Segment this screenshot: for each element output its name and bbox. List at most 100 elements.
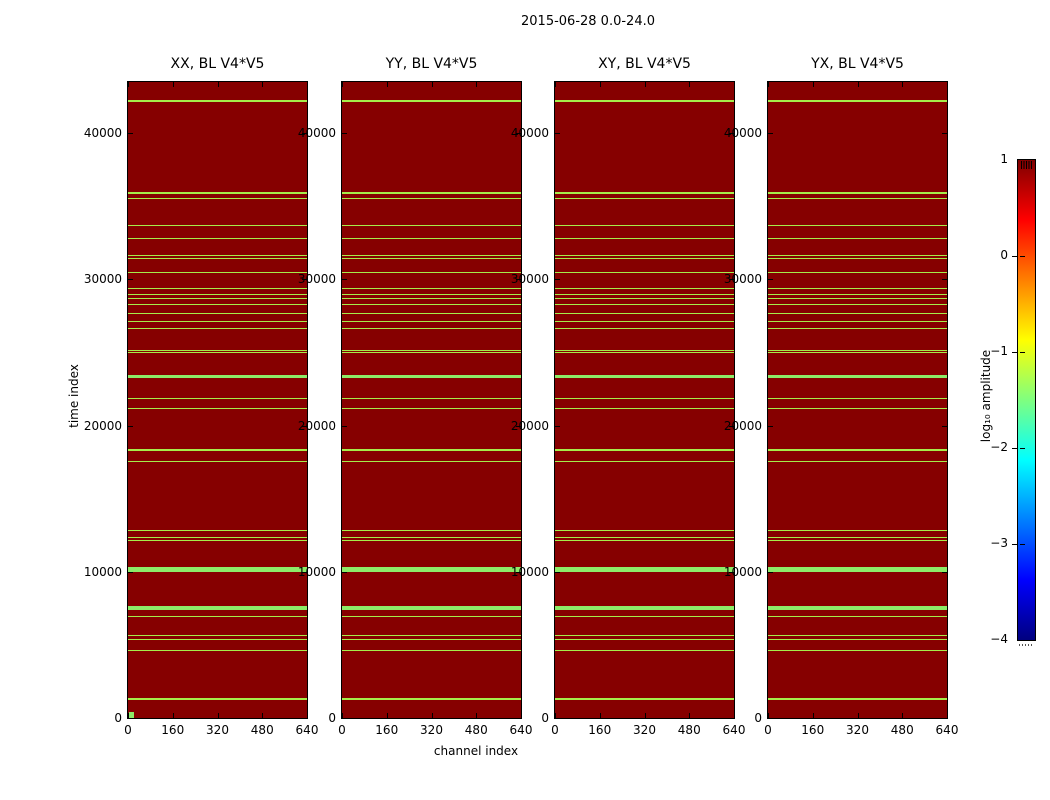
heatmap-plot bbox=[341, 81, 522, 719]
rfi-line bbox=[768, 237, 947, 239]
rfi-line bbox=[342, 312, 521, 314]
rfi-line bbox=[342, 198, 521, 200]
rfi-line bbox=[128, 407, 307, 409]
x-tick-mark bbox=[521, 82, 522, 87]
colorbar-tick-label: 1 bbox=[1000, 152, 1008, 166]
x-tick-label: 480 bbox=[677, 723, 701, 737]
y-tick-mark bbox=[942, 425, 947, 427]
colorbar-tick-mark bbox=[1020, 352, 1025, 353]
rfi-line bbox=[128, 635, 307, 637]
y-tick-mark bbox=[768, 718, 773, 719]
y-tick-label: 40000 bbox=[83, 126, 122, 141]
rfi-line bbox=[342, 349, 521, 351]
x-tick-label: 320 bbox=[633, 723, 656, 737]
x-tick-label: 0 bbox=[124, 723, 132, 737]
rfi-line bbox=[128, 449, 307, 452]
rfi-line bbox=[555, 320, 734, 322]
rfi-line bbox=[555, 287, 734, 289]
rfi-line bbox=[768, 650, 947, 652]
y-tick-mark bbox=[128, 571, 133, 573]
rfi-line bbox=[555, 271, 734, 273]
x-tick-mark bbox=[857, 713, 859, 718]
origin-marker bbox=[129, 712, 134, 718]
x-tick-mark bbox=[812, 82, 814, 87]
y-tick-mark bbox=[768, 279, 773, 281]
x-tick-mark bbox=[734, 82, 735, 87]
rfi-line bbox=[342, 407, 521, 409]
y-tick-mark bbox=[555, 718, 560, 719]
rfi-line bbox=[555, 303, 734, 305]
x-tick-mark bbox=[342, 82, 343, 87]
rfi-line bbox=[128, 192, 307, 195]
rfi-line bbox=[768, 566, 947, 572]
y-tick-mark bbox=[302, 571, 307, 573]
rfi-line bbox=[555, 192, 734, 195]
rfi-line bbox=[768, 536, 947, 538]
rfi-line bbox=[128, 237, 307, 239]
y-tick-mark bbox=[128, 425, 133, 427]
y-tick-label: 40000 bbox=[510, 126, 549, 141]
rfi-line bbox=[342, 237, 521, 239]
rfi-line bbox=[342, 639, 521, 641]
y-tick-mark bbox=[942, 718, 947, 719]
rfi-line bbox=[342, 257, 521, 259]
rfi-line bbox=[555, 449, 734, 452]
x-tick-label: 480 bbox=[890, 723, 914, 737]
y-tick-label: 10000 bbox=[723, 564, 762, 579]
rfi-line bbox=[555, 605, 734, 610]
rfi-line bbox=[342, 616, 521, 618]
rfi-line bbox=[768, 698, 947, 701]
x-tick-mark bbox=[262, 713, 264, 718]
rfi-line bbox=[342, 352, 521, 354]
x-tick-mark bbox=[386, 82, 388, 87]
y-tick-mark bbox=[942, 279, 947, 281]
x-tick-mark bbox=[555, 82, 556, 87]
colorbar-tick-mark bbox=[1012, 256, 1017, 257]
rfi-line bbox=[555, 650, 734, 652]
x-tick-label: 480 bbox=[464, 723, 488, 737]
x-tick-mark bbox=[902, 82, 904, 87]
colorbar-tick-mark bbox=[1012, 352, 1017, 353]
rfi-line bbox=[555, 297, 734, 299]
x-tick-mark bbox=[476, 82, 478, 87]
rfi-line bbox=[342, 254, 521, 256]
rfi-line bbox=[768, 312, 947, 314]
y-tick-mark bbox=[516, 571, 521, 573]
rfi-line bbox=[768, 303, 947, 305]
rfi-line bbox=[768, 375, 947, 379]
rfi-line bbox=[128, 639, 307, 641]
rfi-line bbox=[128, 287, 307, 289]
y-tick-mark bbox=[555, 425, 560, 427]
colorbar-tick-mark bbox=[1020, 256, 1025, 257]
x-tick-label: 160 bbox=[161, 723, 185, 737]
y-tick-mark bbox=[729, 279, 734, 281]
y-tick-mark bbox=[942, 133, 947, 135]
rfi-line bbox=[128, 566, 307, 572]
rfi-line bbox=[342, 297, 521, 299]
x-tick-mark bbox=[689, 713, 691, 718]
rfi-line bbox=[768, 605, 947, 610]
x-tick-mark bbox=[599, 713, 601, 718]
rfi-line bbox=[768, 198, 947, 200]
rfi-line bbox=[768, 540, 947, 542]
y-tick-mark bbox=[729, 571, 734, 573]
colorbar-tick-label: −4 bbox=[990, 632, 1008, 646]
heatmap-plot bbox=[127, 81, 308, 719]
x-tick-label: 640 bbox=[722, 723, 746, 737]
rfi-line bbox=[128, 225, 307, 227]
y-tick-mark bbox=[942, 571, 947, 573]
rfi-line bbox=[555, 225, 734, 227]
rfi-line bbox=[768, 349, 947, 351]
colorbar-bottom-dots bbox=[1019, 644, 1034, 646]
rfi-line bbox=[555, 198, 734, 200]
rfi-line bbox=[342, 529, 521, 531]
rfi-line bbox=[342, 327, 521, 329]
x-tick-mark bbox=[689, 82, 691, 87]
x-tick-mark bbox=[947, 713, 948, 718]
x-tick-mark bbox=[307, 713, 308, 718]
y-tick-mark bbox=[302, 133, 307, 135]
y-tick-label: 0 bbox=[328, 711, 336, 725]
rfi-line bbox=[342, 303, 521, 305]
x-tick-mark bbox=[386, 713, 388, 718]
x-tick-label: 160 bbox=[801, 723, 825, 737]
